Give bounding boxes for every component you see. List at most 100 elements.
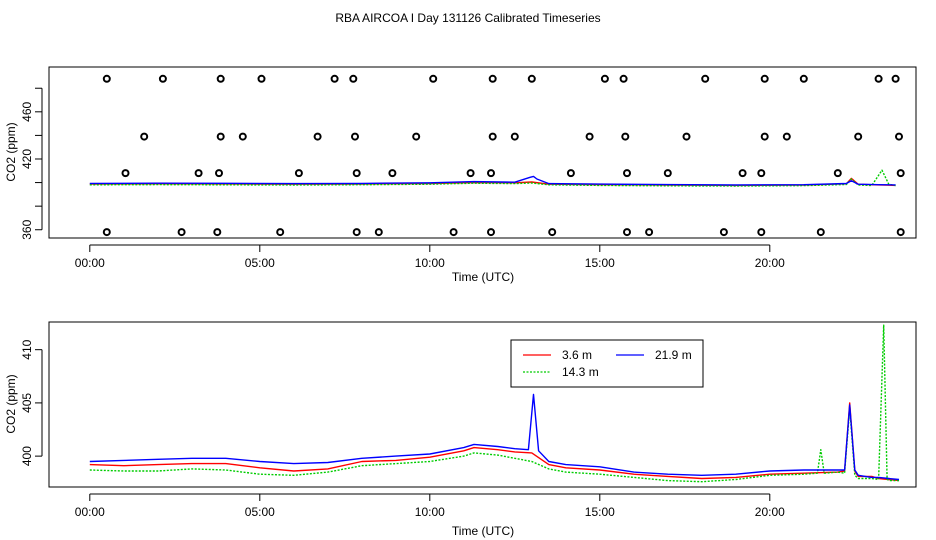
data-point <box>213 228 222 237</box>
legend-box <box>510 339 704 388</box>
top-x-tick-label: 10:00 <box>415 256 445 270</box>
data-point <box>585 132 594 141</box>
data-point <box>527 74 536 83</box>
bottom-x-tick-label: 10:00 <box>415 505 445 519</box>
top-y-label: CO2 (ppm) <box>4 122 18 181</box>
series-line-21-9-m <box>89 175 896 186</box>
top-x-tick-label: 20:00 <box>755 256 785 270</box>
legend-label-14-3m: 14.3 m <box>562 365 599 379</box>
data-point <box>121 169 130 178</box>
data-point <box>816 228 825 237</box>
top-y-tick-label: 460 <box>20 101 34 121</box>
data-point <box>896 228 905 237</box>
data-point <box>466 169 475 178</box>
data-point <box>895 132 903 141</box>
data-point <box>374 228 383 237</box>
data-point <box>621 132 630 141</box>
data-point <box>140 132 149 141</box>
data-point <box>352 169 361 178</box>
data-point <box>623 169 631 178</box>
data-point <box>216 74 225 83</box>
data-point <box>760 74 769 83</box>
bottom-x-axis: 00:00 05:00 10:00 15:00 20:00 <box>75 493 785 519</box>
data-point <box>510 132 519 141</box>
top-y-tick-label: 420 <box>20 149 34 169</box>
data-point <box>238 132 247 141</box>
bottom-y-axis: 400 405 410 <box>20 339 43 466</box>
data-point <box>194 169 203 178</box>
data-point <box>782 132 791 141</box>
data-point <box>682 132 691 141</box>
data-point <box>487 169 495 178</box>
data-point <box>349 74 358 83</box>
data-point <box>757 228 766 237</box>
data-point <box>177 228 186 237</box>
top-plot-frame <box>48 66 917 239</box>
bottom-plot-frame <box>48 321 917 488</box>
series-line-14-3-m <box>89 169 896 187</box>
bottom-x-tick-label: 00:00 <box>75 505 105 519</box>
data-point <box>352 228 361 237</box>
top-x-tick-label: 05:00 <box>245 256 275 270</box>
data-point <box>623 228 631 237</box>
top-y-axis: 360 420 460 <box>20 87 43 240</box>
top-x-label: Time (UTC) <box>452 270 514 284</box>
data-point <box>874 74 883 83</box>
data-point <box>833 169 842 178</box>
bottom-lines <box>89 324 900 483</box>
bottom-x-tick-label: 20:00 <box>755 505 785 519</box>
data-point <box>738 169 747 178</box>
legend-label-3-6m: 3.6 m <box>562 348 592 362</box>
data-point <box>351 132 359 141</box>
data-point <box>158 74 167 83</box>
data-point <box>548 228 557 237</box>
data-point <box>102 74 111 83</box>
data-point <box>645 228 654 237</box>
data-point <box>215 169 223 178</box>
data-point <box>388 169 397 178</box>
data-point <box>896 169 905 178</box>
top-lines <box>89 169 896 187</box>
data-point <box>619 74 628 83</box>
data-point <box>294 169 303 178</box>
data-point <box>313 132 322 141</box>
data-point <box>488 74 497 83</box>
top-y-tick-label: 360 <box>20 219 34 239</box>
data-point <box>600 74 609 83</box>
bottom-x-tick-label: 05:00 <box>245 505 275 519</box>
legend: 3.6 m 21.9 m 14.3 m <box>510 339 704 388</box>
data-point <box>429 74 438 83</box>
top-panel: 00:00 05:00 10:00 15:00 20:00 360 420 460 Time… <box>4 66 917 284</box>
bottom-x-tick-label: 15:00 <box>585 505 615 519</box>
data-point <box>488 132 497 141</box>
bottom-y-tick-label: 405 <box>20 393 34 413</box>
data-point <box>487 228 495 237</box>
data-point <box>701 74 710 83</box>
legend-label-21-9m: 21.9 m <box>655 348 692 362</box>
bottom-y-tick-label: 400 <box>20 446 34 466</box>
data-point <box>719 228 728 237</box>
data-point <box>760 132 769 141</box>
top-x-axis: 00:00 05:00 10:00 15:00 20:00 <box>75 244 785 270</box>
data-point <box>330 74 339 83</box>
data-point <box>854 132 863 141</box>
data-point <box>276 228 285 237</box>
series-line-3-6-m <box>89 402 900 482</box>
figure-title: RBA AIRCOA I Day 131126 Calibrated Times… <box>335 11 600 25</box>
data-point <box>799 74 808 83</box>
data-point <box>412 132 421 141</box>
top-points <box>102 74 905 237</box>
data-point <box>757 169 766 178</box>
top-x-tick-label: 00:00 <box>75 256 105 270</box>
bottom-x-label: Time (UTC) <box>452 524 514 538</box>
data-point <box>257 74 266 83</box>
bottom-y-label: CO2 (ppm) <box>4 374 18 433</box>
bottom-y-tick-label: 410 <box>20 339 34 359</box>
bottom-panel: 00:00 05:00 10:00 15:00 20:00 400 405 410 Time… <box>4 321 917 538</box>
data-point <box>891 74 900 83</box>
data-point <box>102 228 111 237</box>
data-point <box>216 132 225 141</box>
series-line-21-9-m <box>89 393 900 481</box>
data-point <box>566 169 575 178</box>
